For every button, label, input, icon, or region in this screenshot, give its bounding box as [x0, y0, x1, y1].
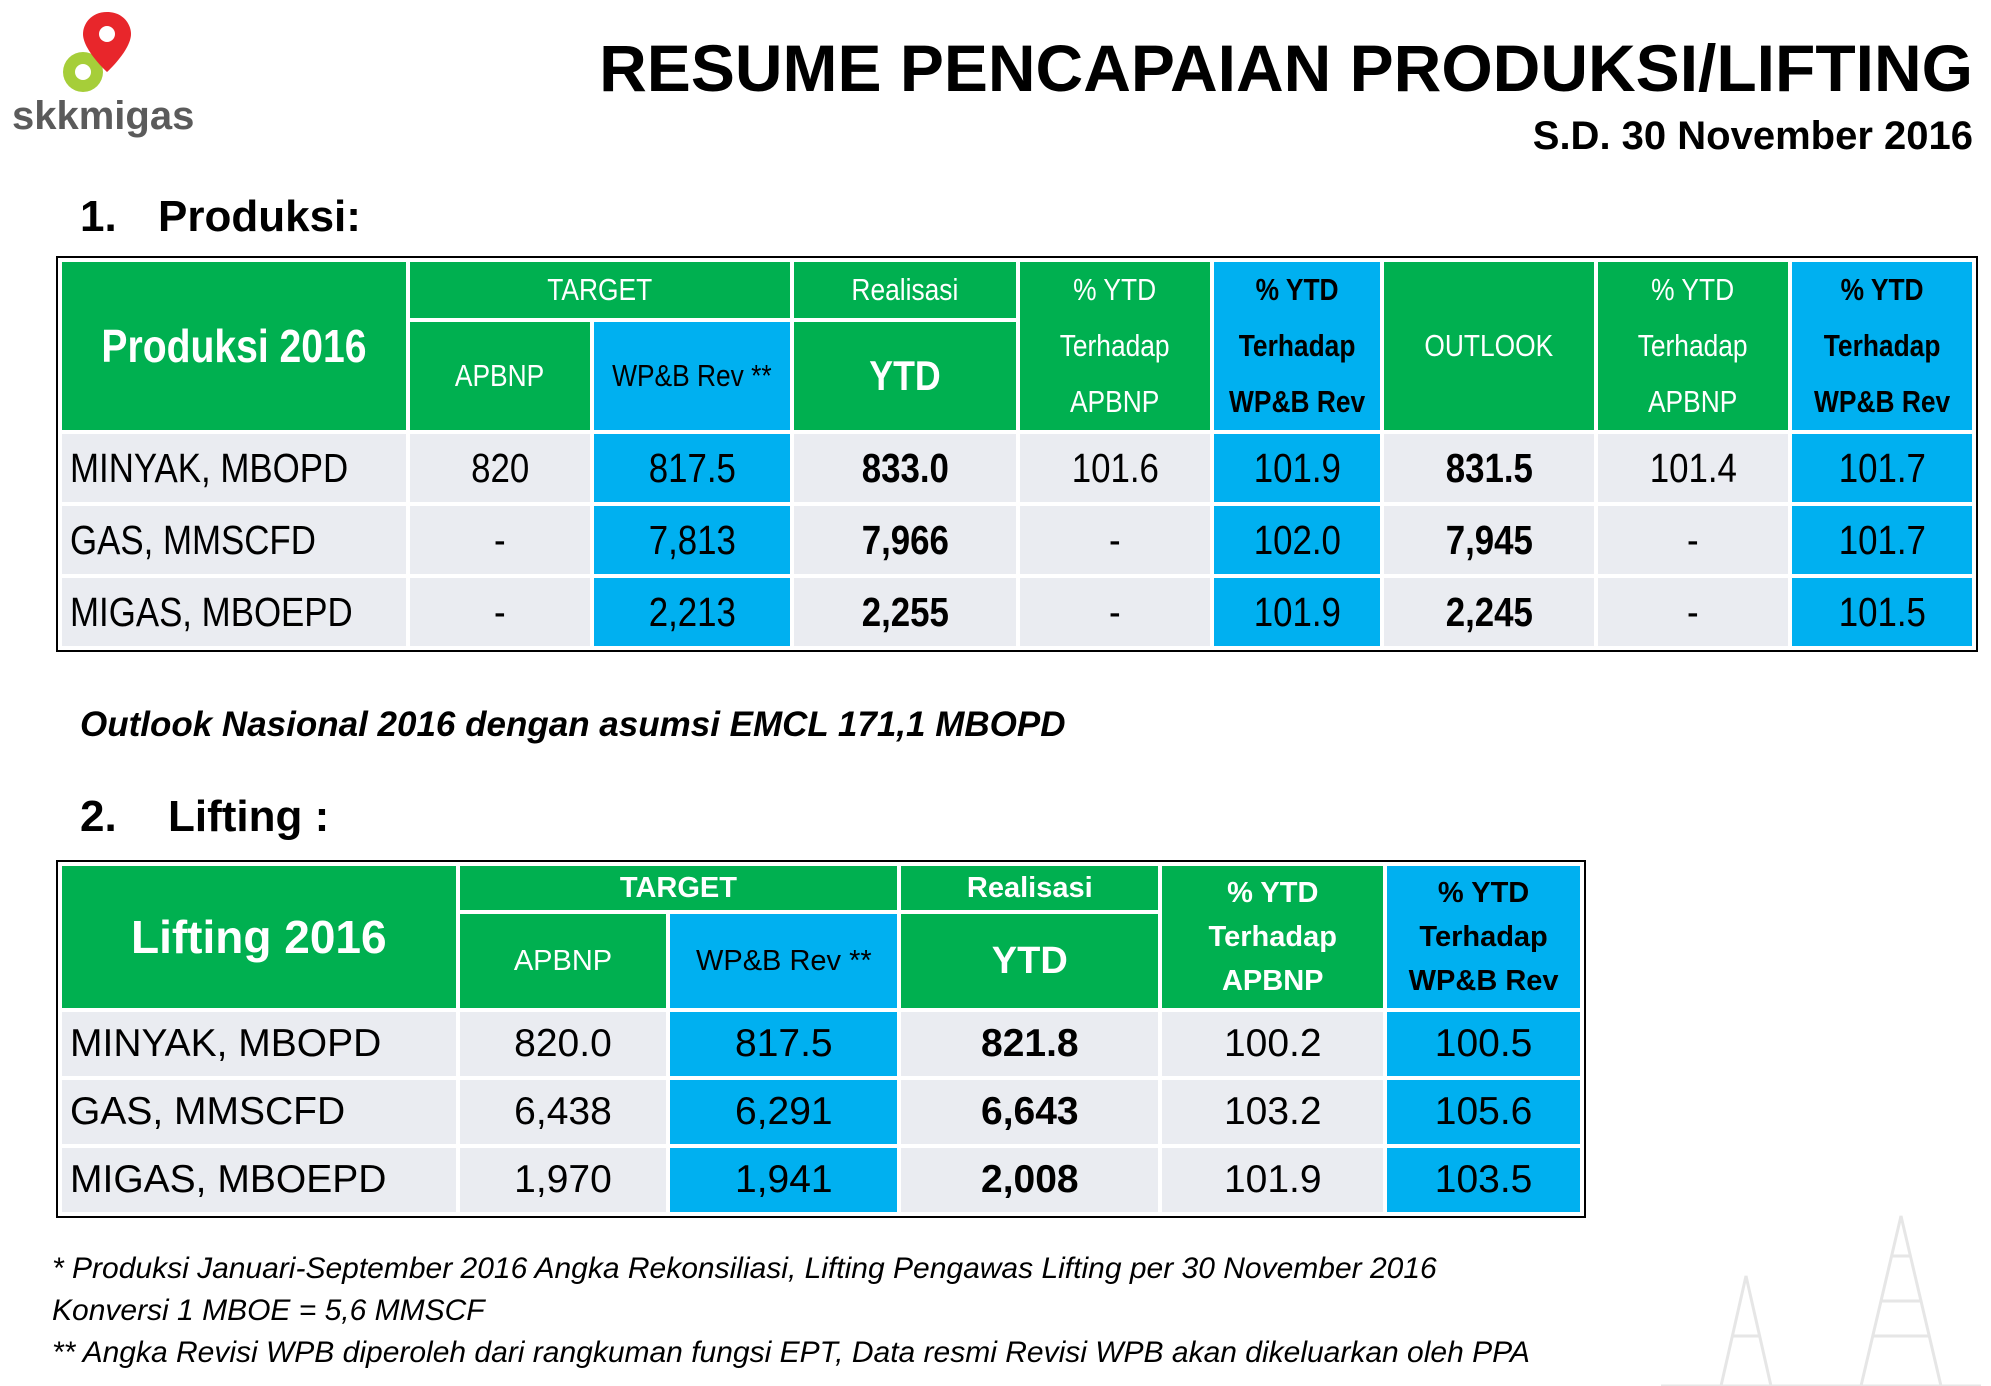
cell-pct-apbnp: 101.9 [1162, 1148, 1384, 1212]
header-pct-ytd-apbnp: % YTD Terhadap APBNP [1020, 262, 1210, 430]
header-outlook: OUTLOOK [1384, 262, 1594, 430]
cell-wpb: 2,213 [594, 578, 790, 646]
cell-pct-apbnp: - [1020, 578, 1210, 646]
table-row: GAS, MMSCFD 6,438 6,291 6,643 103.2 105.… [62, 1080, 1580, 1144]
cell-pct-apbnp: - [1020, 506, 1210, 574]
cell-ytd: 821.8 [901, 1012, 1159, 1076]
logo-text: skkmigas [12, 94, 195, 138]
header-ytd: YTD [901, 914, 1159, 1008]
header-ytd: YTD [794, 322, 1016, 430]
cell-apbnp: 820 [410, 434, 590, 502]
header-pct-ytd-wpb: % YTD Terhadap WP&B Rev [1214, 262, 1380, 430]
cell-outlook: 831.5 [1384, 434, 1594, 502]
row-label: GAS, MMSCFD [62, 506, 406, 574]
oil-rig-watermark-icon [1661, 1215, 1981, 1386]
cell-pct-apbnp: 101.6 [1020, 434, 1210, 502]
cell-outlook-pct-apbnp: - [1598, 578, 1788, 646]
cell-pct-wpb: 100.5 [1387, 1012, 1580, 1076]
header-apbnp: APBNP [459, 914, 667, 1008]
table-row: MIGAS, MBOEPD - 2,213 2,255 - 101.9 2,24… [62, 578, 1972, 646]
produksi-table: Produksi 2016 TARGET Realisasi % YTD Terh… [56, 256, 1978, 652]
page-subtitle: S.D. 30 November 2016 [1532, 114, 1973, 158]
cell-outlook-pct-wpb: 101.7 [1792, 434, 1972, 502]
table-row: MINYAK, MBOPD 820 817.5 833.0 101.6 101.… [62, 434, 1972, 502]
cell-outlook-pct-apbnp: 101.4 [1598, 434, 1788, 502]
table-row: MINYAK, MBOPD 820.0 817.5 821.8 100.2 10… [62, 1012, 1580, 1076]
cell-ytd: 7,966 [794, 506, 1016, 574]
cell-wpb: 817.5 [594, 434, 790, 502]
section-produksi-heading: 1. Produksi: [80, 192, 361, 242]
cell-apbnp: 6,438 [459, 1080, 667, 1144]
cell-ytd: 2,008 [901, 1148, 1159, 1212]
header-outlook-pct-apbnp: % YTD Terhadap APBNP [1598, 262, 1788, 430]
cell-outlook-pct-apbnp: - [1598, 506, 1788, 574]
cell-ytd: 833.0 [794, 434, 1016, 502]
cell-apbnp: - [410, 578, 590, 646]
section-label: Lifting : [168, 792, 330, 841]
section-lifting-heading: 2. Lifting : [80, 792, 329, 842]
cell-wpb: 1,941 [670, 1148, 898, 1212]
cell-pct-wpb: 102.0 [1214, 506, 1380, 574]
cell-pct-apbnp: 103.2 [1162, 1080, 1384, 1144]
produksi-corner-header: Produksi 2016 [62, 262, 406, 430]
cell-pct-wpb: 101.9 [1214, 578, 1380, 646]
header-wpb-rev: WP&B Rev ** [670, 914, 898, 1008]
logo-pin-icon [63, 12, 131, 92]
cell-ytd: 6,643 [901, 1080, 1159, 1144]
outlook-note: Outlook Nasional 2016 dengan asumsi EMCL… [80, 705, 1066, 744]
row-label: GAS, MMSCFD [62, 1080, 456, 1144]
cell-wpb: 6,291 [670, 1080, 898, 1144]
header-pct-ytd-apbnp: % YTD Terhadap APBNP [1162, 866, 1384, 1008]
footnote-2: Konversi 1 MBOE = 5,6 MMSCF [52, 1294, 485, 1327]
row-label: MIGAS, MBOEPD [62, 578, 406, 646]
cell-pct-wpb: 105.6 [1387, 1080, 1580, 1144]
section-number: 1. [80, 192, 117, 241]
cell-wpb: 817.5 [670, 1012, 898, 1076]
cell-wpb: 7,813 [594, 506, 790, 574]
cell-pct-apbnp: 100.2 [1162, 1012, 1384, 1076]
footnote-1: * Produksi Januari-September 2016 Angka … [52, 1252, 1437, 1285]
page-title: RESUME PENCAPAIAN PRODUKSI/LIFTING [599, 31, 1973, 105]
cell-ytd: 2,255 [794, 578, 1016, 646]
row-label: MINYAK, MBOPD [62, 1012, 456, 1076]
header-realisasi: Realisasi [901, 866, 1159, 910]
cell-apbnp: 820.0 [459, 1012, 667, 1076]
cell-outlook: 7,945 [1384, 506, 1594, 574]
section-number: 2. [80, 792, 117, 841]
lifting-table: Lifting 2016 TARGET Realisasi % YTD Terha… [56, 860, 1586, 1218]
table-row: GAS, MMSCFD - 7,813 7,966 - 102.0 7,945 … [62, 506, 1972, 574]
row-label: MINYAK, MBOPD [62, 434, 406, 502]
skkmigas-logo: skkmigas [10, 10, 210, 138]
table-row: MIGAS, MBOEPD 1,970 1,941 2,008 101.9 10… [62, 1148, 1580, 1212]
cell-outlook-pct-wpb: 101.7 [1792, 506, 1972, 574]
section-label: Produksi: [158, 192, 361, 241]
cell-apbnp: 1,970 [459, 1148, 667, 1212]
cell-outlook: 2,245 [1384, 578, 1594, 646]
row-label: MIGAS, MBOEPD [62, 1148, 456, 1212]
header-pct-ytd-wpb: % YTD Terhadap WP&B Rev [1387, 866, 1580, 1008]
header-wpb-rev: WP&B Rev ** [594, 322, 790, 430]
header-apbnp: APBNP [410, 322, 590, 430]
cell-outlook-pct-wpb: 101.5 [1792, 578, 1972, 646]
header-target: TARGET [410, 262, 790, 318]
lifting-corner-header: Lifting 2016 [62, 866, 456, 1008]
cell-apbnp: - [410, 506, 590, 574]
header-target: TARGET [459, 866, 898, 910]
header-realisasi: Realisasi [794, 262, 1016, 318]
footnote-3: ** Angka Revisi WPB diperoleh dari rangk… [52, 1336, 1530, 1369]
cell-pct-wpb: 101.9 [1214, 434, 1380, 502]
cell-pct-wpb: 103.5 [1387, 1148, 1580, 1212]
header-outlook-pct-wpb: % YTD Terhadap WP&B Rev [1792, 262, 1972, 430]
